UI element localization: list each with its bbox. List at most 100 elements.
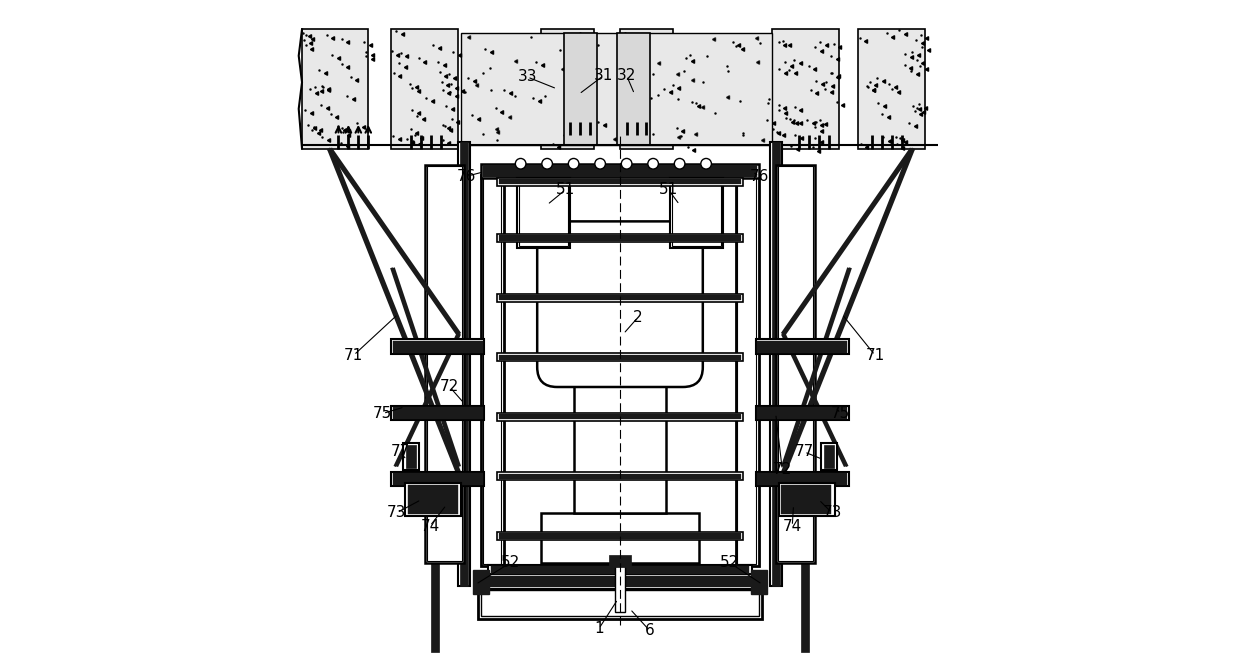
Bar bbox=[500, 414, 740, 420]
Text: 51: 51 bbox=[658, 182, 678, 197]
Bar bbox=[758, 473, 847, 485]
Circle shape bbox=[701, 158, 712, 169]
Circle shape bbox=[675, 158, 684, 169]
Bar bbox=[497, 532, 743, 540]
Bar bbox=[432, 420, 439, 652]
Bar bbox=[520, 180, 568, 246]
Bar bbox=[481, 175, 505, 566]
Bar bbox=[427, 166, 463, 560]
Bar bbox=[405, 446, 415, 468]
Bar bbox=[461, 33, 773, 145]
Bar bbox=[758, 407, 847, 419]
Text: 73: 73 bbox=[387, 506, 407, 520]
Bar bbox=[393, 341, 482, 353]
Bar bbox=[497, 413, 743, 421]
Bar bbox=[735, 175, 759, 566]
Circle shape bbox=[621, 158, 632, 169]
Bar bbox=[500, 533, 740, 538]
Bar bbox=[672, 180, 720, 246]
FancyBboxPatch shape bbox=[537, 221, 703, 387]
Text: 2: 2 bbox=[634, 310, 642, 325]
Bar bbox=[756, 405, 848, 420]
Text: 6: 6 bbox=[645, 623, 655, 639]
Bar bbox=[477, 574, 763, 589]
Bar bbox=[491, 566, 749, 574]
Bar bbox=[500, 355, 740, 360]
Bar bbox=[481, 591, 759, 615]
Text: 1: 1 bbox=[594, 621, 604, 637]
Bar bbox=[408, 485, 459, 514]
Bar bbox=[500, 235, 740, 240]
Text: 33: 33 bbox=[517, 69, 537, 84]
Text: 71: 71 bbox=[866, 348, 884, 363]
Bar bbox=[500, 179, 740, 184]
Bar bbox=[776, 165, 816, 562]
Bar bbox=[497, 353, 743, 361]
Text: 74: 74 bbox=[420, 518, 439, 534]
Bar bbox=[756, 339, 848, 354]
Text: 77: 77 bbox=[795, 444, 813, 460]
Text: 76: 76 bbox=[749, 169, 769, 184]
Bar bbox=[777, 166, 813, 560]
Bar bbox=[392, 29, 458, 148]
Text: 75: 75 bbox=[831, 406, 851, 421]
Bar bbox=[541, 29, 594, 148]
Bar bbox=[404, 483, 461, 516]
Bar bbox=[750, 570, 768, 594]
Bar bbox=[481, 164, 759, 178]
Bar bbox=[779, 483, 836, 516]
Circle shape bbox=[568, 158, 579, 169]
Bar bbox=[477, 576, 763, 587]
Text: 71: 71 bbox=[343, 348, 363, 363]
Text: 76: 76 bbox=[456, 169, 476, 184]
Text: 52: 52 bbox=[719, 555, 739, 570]
Bar bbox=[781, 485, 831, 514]
Bar bbox=[482, 165, 758, 177]
Bar bbox=[424, 165, 464, 562]
Bar bbox=[392, 472, 484, 486]
Text: 52: 52 bbox=[501, 555, 521, 570]
Bar bbox=[497, 294, 743, 301]
Bar bbox=[770, 142, 782, 586]
Bar bbox=[472, 570, 490, 594]
Bar bbox=[620, 29, 673, 148]
Bar bbox=[403, 444, 419, 470]
Text: 32: 32 bbox=[618, 68, 636, 83]
Bar bbox=[564, 33, 596, 145]
Bar bbox=[801, 420, 808, 652]
Bar bbox=[393, 473, 482, 485]
Circle shape bbox=[516, 158, 526, 169]
Bar bbox=[392, 405, 484, 420]
Bar bbox=[616, 33, 650, 145]
Bar bbox=[303, 29, 368, 148]
Circle shape bbox=[595, 158, 605, 169]
Bar bbox=[477, 586, 763, 619]
Text: 31: 31 bbox=[594, 68, 613, 83]
Bar bbox=[773, 29, 838, 148]
Bar bbox=[574, 367, 666, 513]
Bar bbox=[609, 555, 631, 567]
Bar bbox=[825, 446, 835, 468]
Bar bbox=[615, 566, 625, 613]
Bar bbox=[541, 513, 699, 562]
Bar bbox=[487, 564, 753, 574]
Bar bbox=[500, 474, 740, 479]
Text: 75: 75 bbox=[373, 406, 393, 421]
Bar bbox=[773, 142, 780, 586]
Text: 51: 51 bbox=[556, 182, 575, 197]
Text: 72: 72 bbox=[773, 462, 792, 478]
Bar bbox=[458, 142, 470, 586]
Text: 73: 73 bbox=[822, 506, 842, 520]
Bar bbox=[738, 176, 756, 564]
Bar bbox=[758, 341, 847, 353]
Text: 77: 77 bbox=[391, 444, 409, 460]
Bar bbox=[393, 407, 482, 419]
Bar bbox=[460, 142, 467, 586]
Bar bbox=[756, 472, 848, 486]
Bar bbox=[858, 29, 925, 148]
Bar bbox=[670, 178, 723, 248]
Circle shape bbox=[542, 158, 553, 169]
Bar bbox=[392, 339, 484, 354]
Bar bbox=[497, 234, 743, 242]
Text: 72: 72 bbox=[440, 379, 459, 395]
